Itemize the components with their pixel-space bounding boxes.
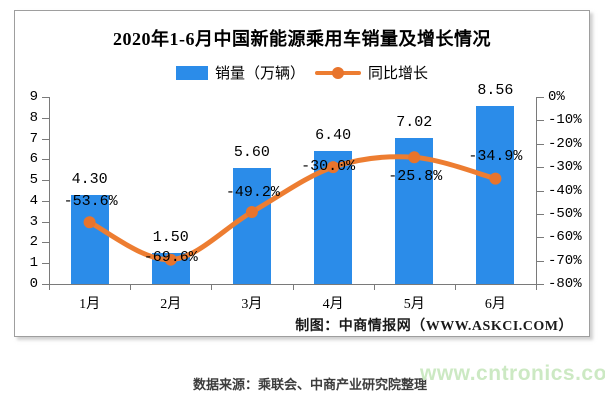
growth-value-label: -34.9% [468,147,523,165]
left-axis-tick-label: 1 [29,255,38,272]
bar-value-label: 5.60 [233,143,270,161]
left-axis-tick [42,284,49,285]
chart-panel: 2020年1-6月中国新能源乘用车销量及增长情况 销量（万辆） 同比增长 0 1 2… [14,10,590,337]
growth-value-label: -53.6% [63,193,118,211]
legend-label-growth: 同比增长 [368,66,429,82]
left-axis-tick-label: 7 [29,130,38,147]
bar-swatch-icon [175,65,208,80]
left-axis-tick-label: 2 [29,234,38,251]
right-axis-tick-label: -30% [548,159,582,176]
right-axis-tick-label: -70% [548,252,582,269]
right-axis-tick [537,237,544,238]
x-axis-tick [455,285,456,290]
legend-item-growth: 同比增长 [315,62,428,83]
right-axis-tick-label: -50% [548,205,582,222]
line-swatch-dot [332,66,344,79]
left-axis-tick [42,139,49,140]
right-axis-tick-label: -10% [548,112,582,129]
right-axis-tick-label: -80% [548,276,582,292]
right-axis-tick-label: -40% [548,182,582,199]
x-axis-tick [293,285,294,290]
line-swatch-icon [315,66,361,80]
left-axis-tick [42,263,49,264]
left-axis-tick [42,242,49,243]
left-axis-tick-label: 9 [29,89,38,105]
right-axis-tick-label: -60% [548,229,582,246]
growth-point-marker [489,172,502,185]
growth-value-label: -30.0% [301,158,356,176]
right-axis-tick-label: -20% [548,135,582,152]
x-axis-category-label: 1月 [79,297,101,312]
left-axis-line [49,97,50,284]
bar-value-label: 6.40 [315,127,352,145]
chart-title: 2020年1-6月中国新能源乘用车销量及增长情况 [113,29,491,49]
x-axis-category-label: 6月 [484,297,506,312]
right-axis-tick [537,97,544,98]
x-axis-category-label: 2月 [160,297,182,312]
right-axis-tick [537,167,544,168]
growth-line-path [87,154,498,263]
growth-point-marker [327,161,340,174]
x-axis-tick [130,285,131,290]
bar [476,106,515,284]
left-axis-tick [42,159,49,160]
left-axis-tick-label: 5 [29,172,38,189]
growth-point-marker [164,253,177,266]
left-axis-tick-label: 3 [29,213,38,230]
data-source-note: 数据来源：乘联会、中商产业研究院整理 [193,377,428,392]
left-axis-tick [42,118,49,119]
x-axis-category-label: 4月 [322,297,344,312]
right-axis-tick [537,191,544,192]
x-axis-tick [49,285,50,290]
left-axis-tick-label: 6 [29,151,38,168]
left-axis-tick [42,222,49,223]
bar-value-label: 1.50 [152,228,189,246]
left-axis-tick [42,201,49,202]
left-axis-tick [42,180,49,181]
growth-point-marker [245,206,258,219]
legend-label-sales: 销量（万辆） [214,66,305,82]
bar-value-label: 8.56 [477,82,514,100]
x-axis-tick [211,285,212,290]
right-axis-tick [537,214,544,215]
bar-value-label: 7.02 [396,114,433,132]
growth-value-label: -49.2% [225,184,280,201]
growth-point-marker [83,216,96,229]
bar [70,194,109,284]
left-axis-tick-label: 8 [29,109,38,126]
growth-line [83,151,502,266]
attribution: 制图：中商情报网（WWW.ASKCI.COM） [295,319,573,334]
left-axis-tick-label: 4 [29,192,38,209]
right-axis-tick [537,261,544,262]
legend: 销量（万辆） 同比增长 [15,62,589,83]
watermark: www.cntronics.com [420,362,605,385]
right-axis-tick [537,284,544,285]
bar-value-label: 4.30 [71,170,108,188]
x-axis-line [49,284,537,285]
left-axis-tick-label: 0 [29,276,38,292]
bar [232,167,271,284]
left-axis-tick [42,97,49,98]
legend-item-sales: 销量（万辆） [175,62,305,83]
x-axis-category-label: 5月 [403,297,425,312]
x-axis-tick [374,285,375,290]
plot-area: 0 1 2 3 4 5 6 7 8 9 0% -10% -20% -30% -40% -50% -60% -70%… [15,11,589,336]
growth-value-label: -25.8% [388,168,443,186]
right-axis-tick [537,144,544,145]
right-axis-tick-label: 0% [548,89,565,105]
growth-point-marker [408,151,421,164]
x-axis-category-label: 3月 [241,297,263,312]
x-axis-tick [536,285,537,290]
right-axis-line [536,97,537,284]
growth-value-label: -69.6% [143,248,198,266]
right-axis-tick [537,120,544,121]
